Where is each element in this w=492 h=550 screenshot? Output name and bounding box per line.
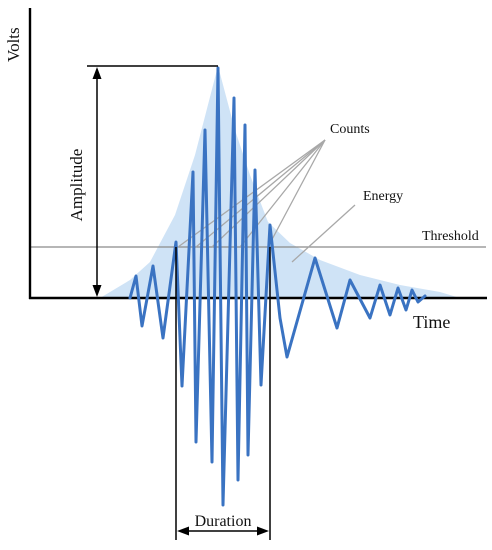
duration-arrow-left — [177, 526, 189, 536]
counts-pointer-2 — [195, 139, 326, 248]
energy-pointer — [291, 204, 356, 263]
energy-label: Energy — [363, 189, 403, 204]
counts-label: Counts — [330, 122, 370, 137]
threshold-label: Threshold — [422, 229, 479, 244]
amplitude-label: Amplitude — [67, 149, 86, 222]
volts-label: Volts — [4, 27, 23, 62]
amplitude-arrow-down — [92, 285, 102, 297]
duration-arrow-right — [257, 526, 269, 536]
counts-pointer-5 — [267, 139, 326, 248]
signal-waveform — [128, 66, 427, 507]
amplitude-arrow-up — [92, 67, 102, 79]
amplitude-marker — [87, 65, 218, 292]
time-label: Time — [413, 312, 450, 332]
duration-marker — [175, 247, 271, 540]
duration-label: Duration — [195, 513, 252, 530]
